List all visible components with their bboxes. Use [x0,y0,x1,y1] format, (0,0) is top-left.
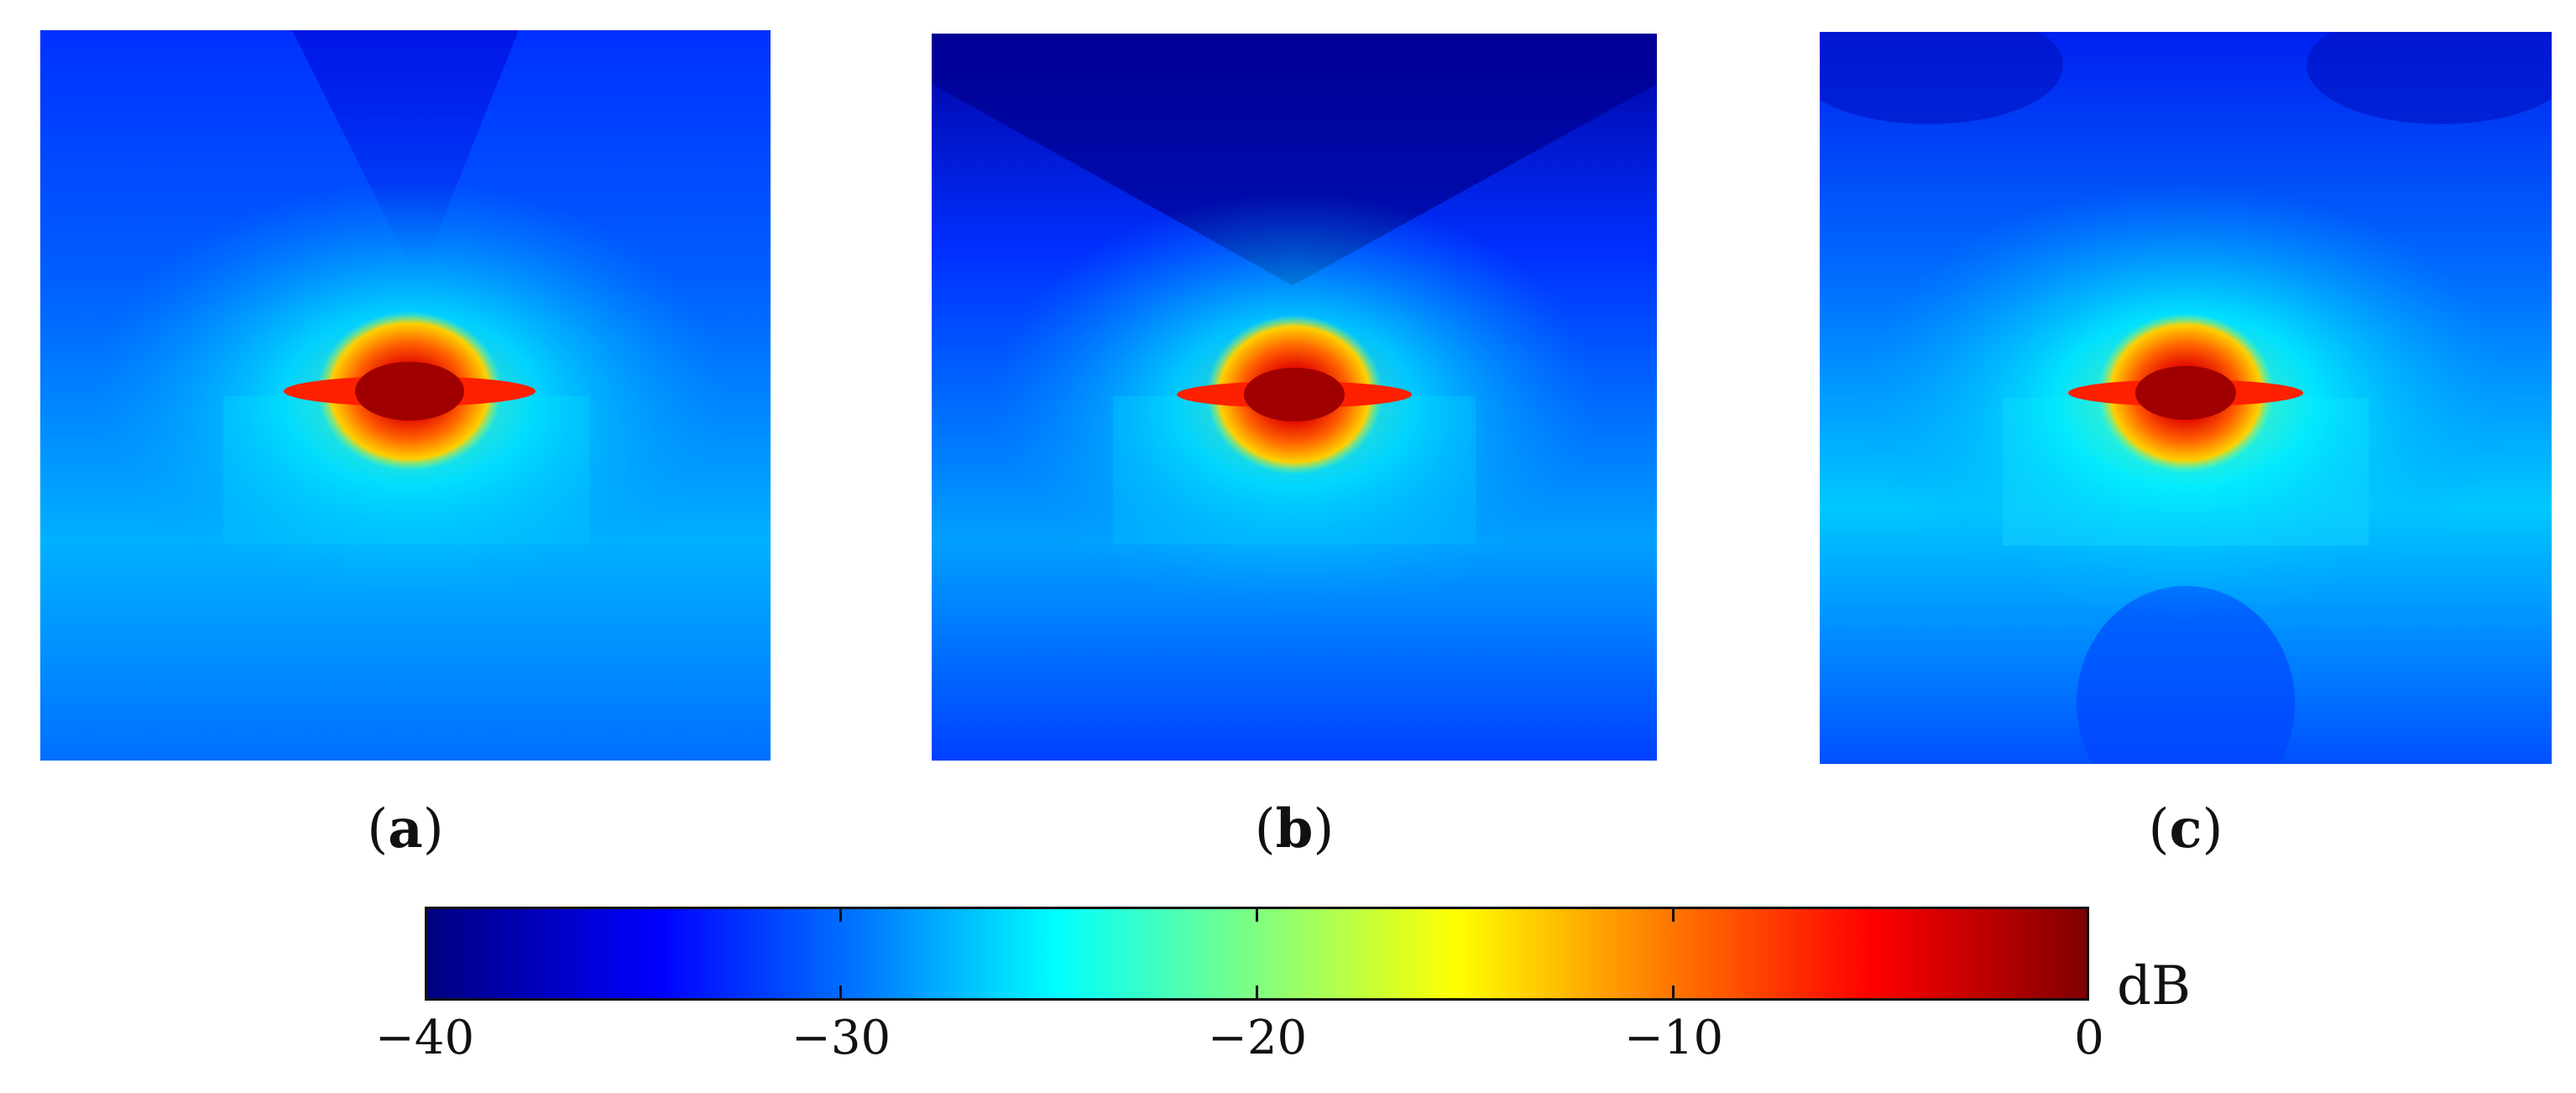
colorbar-tick-label: 0 [2074,1011,2104,1065]
colorbar-tick-label: −30 [791,1011,891,1065]
colorbar-tick-label: −20 [1207,1011,1308,1065]
caption-b: (b) [1254,798,1335,860]
colorbar-tick [839,907,842,922]
field-map-b [932,34,1657,761]
caption-a: (a) [367,798,444,860]
colorbar-unit-label: dB [2117,955,2191,1017]
field-map-a [40,30,771,761]
field-map-b-image [932,34,1657,761]
colorbar-tick-label: −10 [1623,1011,1724,1065]
caption-c: (c) [2148,798,2223,860]
field-map-c [1820,32,2552,764]
colorbar-tick [1256,986,1258,1001]
colorbar-tick [1672,986,1675,1001]
field-map-c-image [1820,32,2552,764]
colorbar-tick [1256,907,1258,922]
colorbar-tick [839,986,842,1001]
colorbar-tick [1672,907,1675,922]
field-map-a-image [40,30,771,761]
colorbar-tick-label: −40 [374,1011,475,1065]
